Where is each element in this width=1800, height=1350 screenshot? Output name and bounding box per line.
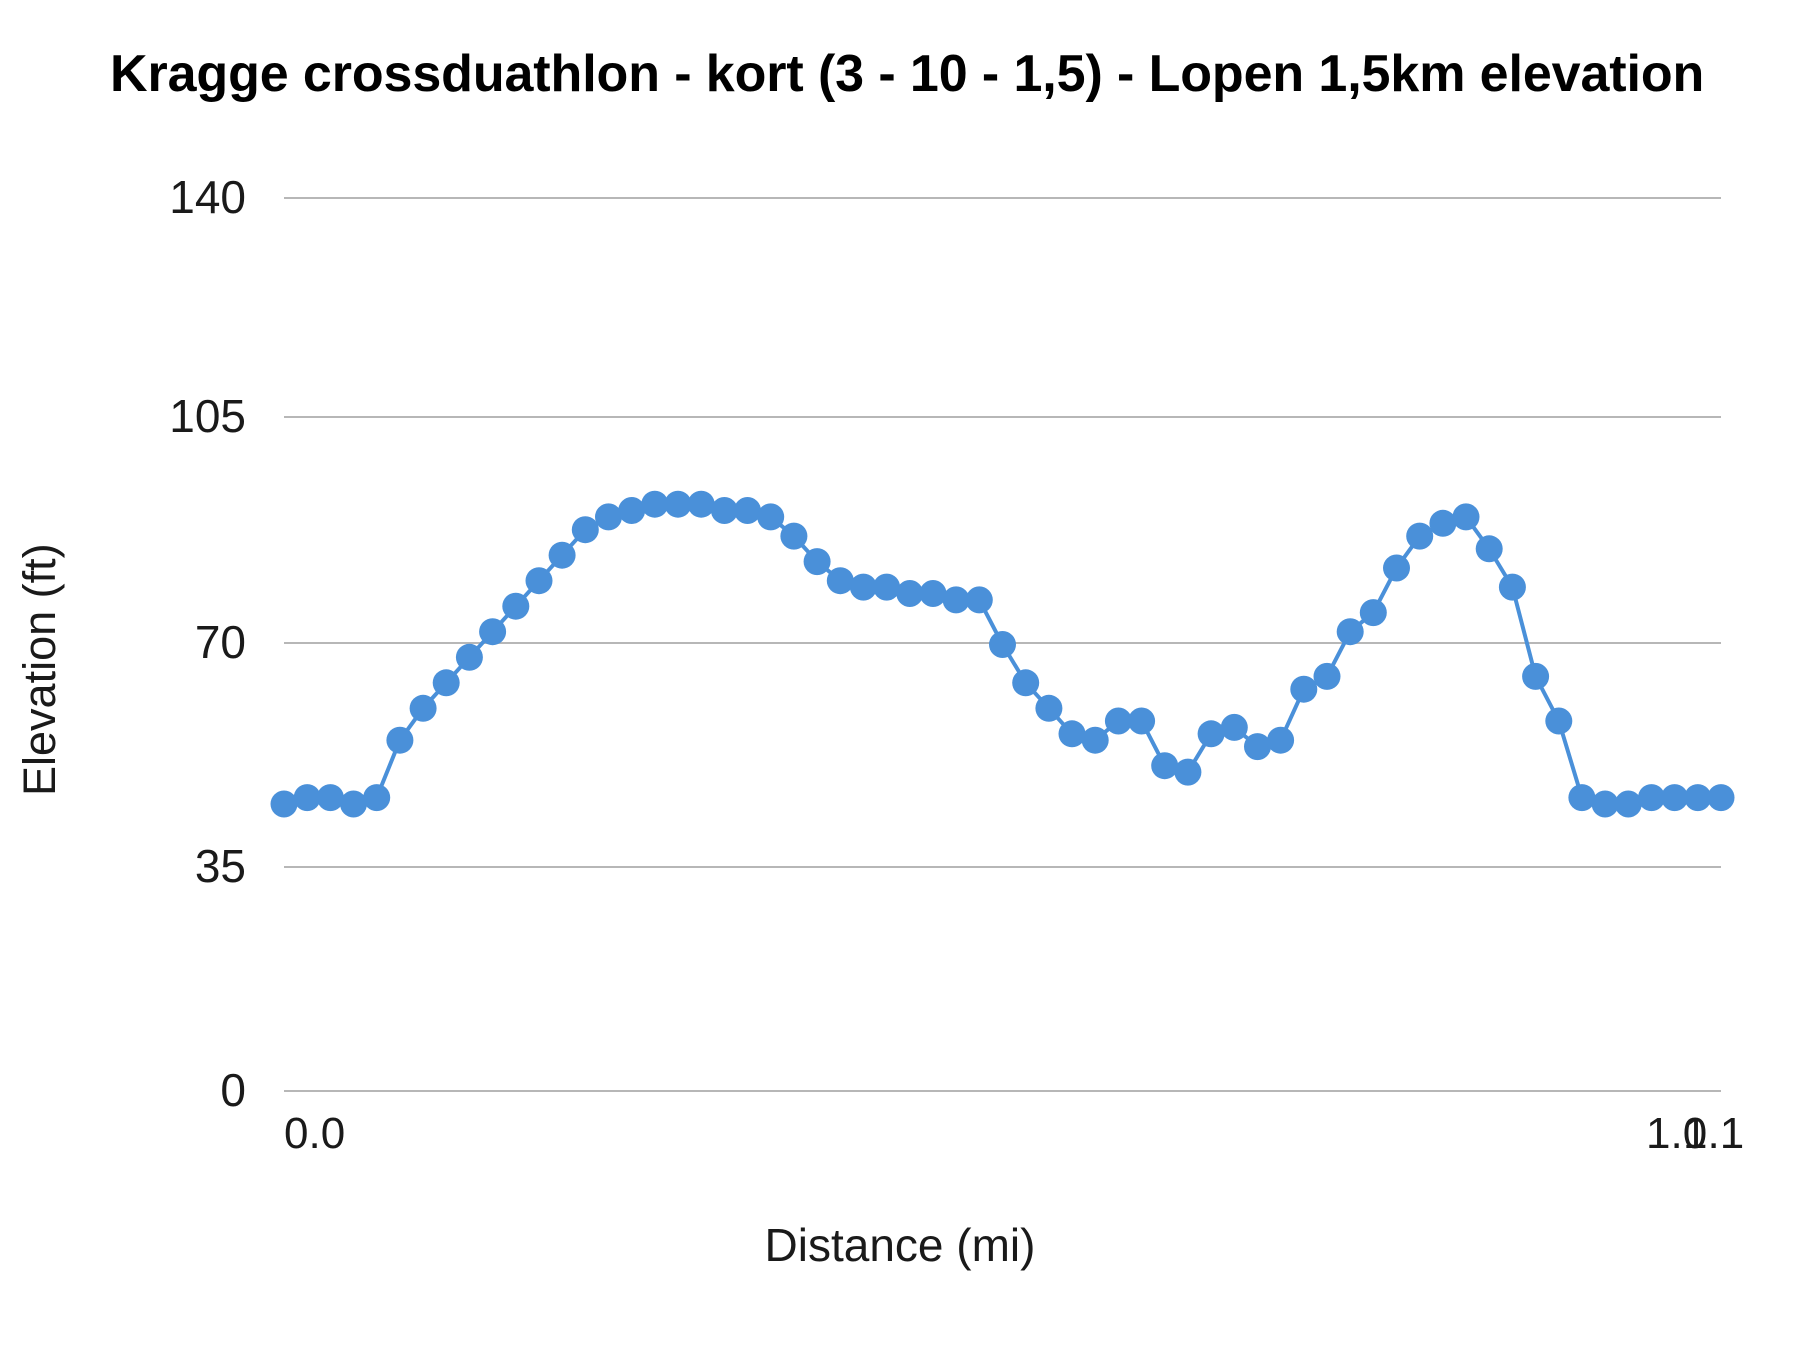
svg-text:0.0: 0.0	[284, 1109, 345, 1158]
svg-text:35: 35	[195, 840, 246, 892]
svg-text:140: 140	[169, 171, 246, 223]
svg-text:105: 105	[169, 390, 246, 442]
svg-text:1.1: 1.1	[1683, 1109, 1744, 1158]
svg-text:0: 0	[220, 1064, 246, 1116]
svg-text:70: 70	[195, 616, 246, 668]
